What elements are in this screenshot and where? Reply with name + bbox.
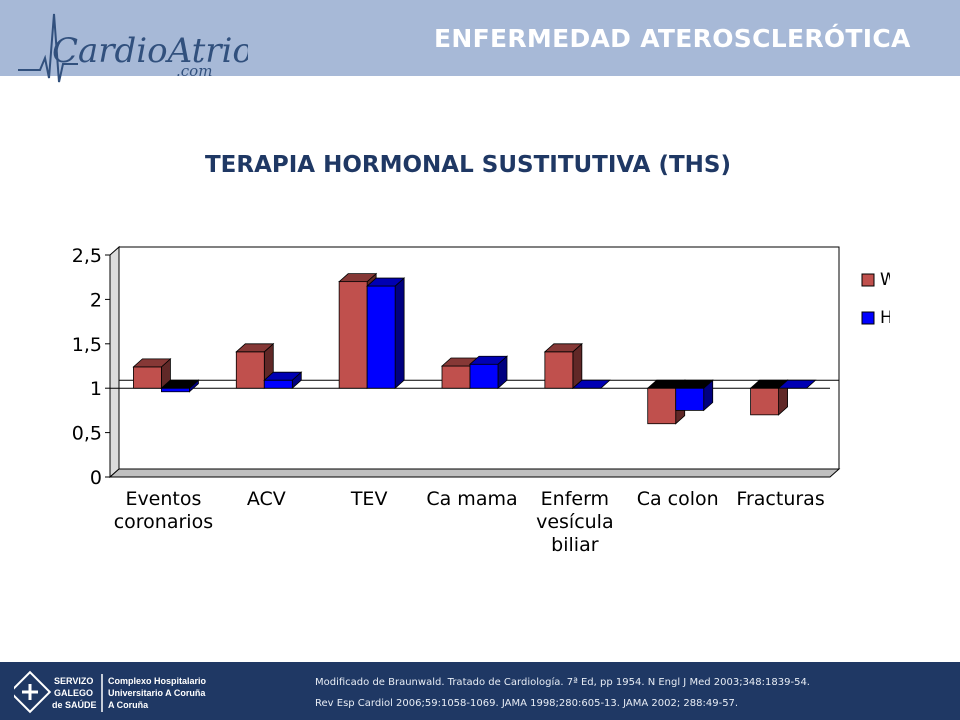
logo-text: CardioAtrio xyxy=(52,31,248,71)
bar-whi xyxy=(647,387,677,425)
bar-top-hers xyxy=(468,355,509,365)
hospital-line-2: Universitario A Coruña xyxy=(108,688,206,698)
bar-top-hers xyxy=(571,379,611,389)
x-tick-label: Eventos xyxy=(125,488,201,510)
bar-hers xyxy=(161,387,190,393)
y-tick-label: 0,5 xyxy=(72,423,102,445)
plot-floor xyxy=(108,468,841,478)
y-tick-label: 2 xyxy=(90,289,102,311)
slide-title: TERAPIA HORMONAL SUSTITUTIVA (THS) xyxy=(204,152,732,178)
org-line-3: de SAÚDE xyxy=(52,699,97,710)
bar-top-whi xyxy=(132,358,172,368)
header-title: ENFERMEDAD ATEROSCLERÓTICA xyxy=(434,24,911,53)
header-bar: CardioAtrio .com ENFERMEDAD ATEROSCLERÓT… xyxy=(0,0,960,83)
bar-top-hers xyxy=(777,379,817,389)
bar-side-hers xyxy=(394,277,405,390)
bar-top-whi xyxy=(338,273,378,283)
y-tick-label: 1 xyxy=(90,378,102,400)
y-tick-label: 0 xyxy=(90,467,102,489)
bar-top-hers xyxy=(160,379,200,389)
bar-whi xyxy=(133,366,162,389)
bar-hers xyxy=(469,363,499,389)
y-tick-label: 2,5 xyxy=(72,245,102,267)
reference-line-2: Rev Esp Cardiol 2006;59:1058-1069. JAMA … xyxy=(315,698,739,709)
bar-top-hers xyxy=(674,379,714,389)
reference-line-1: Modificado de Braunwald. Tratado de Card… xyxy=(315,677,810,688)
x-tick-label: Ca mama xyxy=(426,488,517,510)
x-tick-label: ACV xyxy=(247,488,286,510)
x-tick-label: TEV xyxy=(350,488,388,510)
hospital-line-3: A Coruña xyxy=(108,700,149,710)
x-tick-label: coronarios xyxy=(114,511,213,533)
x-tick-label: vesícula xyxy=(536,511,614,533)
plot-side-wall xyxy=(109,245,120,479)
bar-whi xyxy=(235,351,265,389)
bar-whi xyxy=(750,387,779,416)
sergas-logo: SERVIZO GALEGO de SAÚDE Complexo Hospita… xyxy=(14,670,207,714)
x-tick-label: Enferm xyxy=(541,488,609,510)
bar-top-hers xyxy=(263,371,303,381)
legend-label-hers: HERS xyxy=(880,308,890,328)
bar-top-whi xyxy=(543,343,583,353)
x-tick-label: Fracturas xyxy=(736,488,824,510)
bar-hers xyxy=(366,285,396,389)
cardioatrio-logo: CardioAtrio .com xyxy=(18,13,248,83)
logo-subtext: .com xyxy=(176,62,212,80)
hospital-line-1: Complexo Hospitalario xyxy=(108,676,207,686)
legend-swatch-hers xyxy=(861,311,875,325)
bar-whi xyxy=(338,281,368,389)
x-tick-label: Ca colon xyxy=(637,488,719,510)
bar-hers xyxy=(675,387,705,411)
org-line-2: GALEGO xyxy=(54,688,93,698)
bar-whi xyxy=(544,351,574,389)
bar-hers xyxy=(263,379,293,389)
footer-bar: SERVIZO GALEGO de SAÚDE Complexo Hospita… xyxy=(0,662,960,720)
y-tick-label: 1,5 xyxy=(72,334,102,356)
legend-label-whi: WHI xyxy=(880,270,890,290)
bar-top-whi xyxy=(235,343,275,353)
bar-top-hers xyxy=(366,277,406,287)
legend-swatch-whi xyxy=(861,273,875,287)
x-tick-label: biliar xyxy=(551,534,599,556)
org-line-1: SERVIZO xyxy=(54,676,93,686)
bar-whi xyxy=(441,365,471,389)
